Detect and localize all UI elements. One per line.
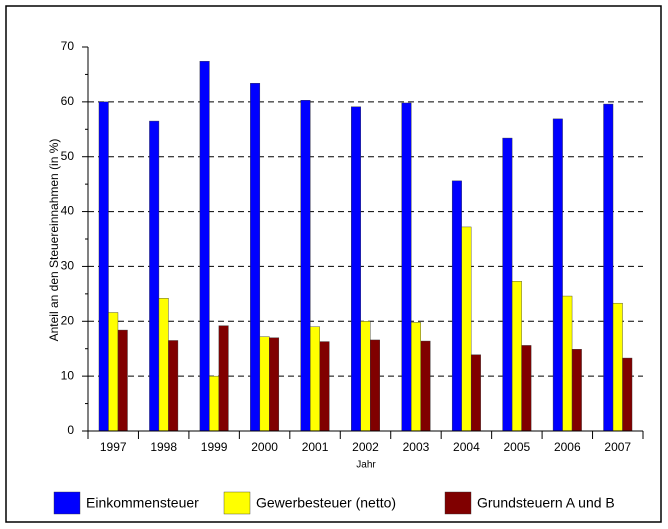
bar <box>521 345 532 432</box>
bar <box>310 326 320 432</box>
legend-label: Gewerbesteuer (netto) <box>256 495 396 511</box>
bar <box>451 180 462 432</box>
x-tick-label: 2002 <box>352 440 379 454</box>
y-tick-label: 20 <box>61 313 75 327</box>
bar <box>612 302 623 432</box>
y-tick-label: 30 <box>61 259 75 273</box>
legend-label: Einkommensteuer <box>86 495 199 511</box>
bar <box>158 298 169 432</box>
bar <box>552 118 563 432</box>
bar <box>562 295 573 432</box>
bar <box>461 226 472 432</box>
y-tick-label: 10 <box>61 368 75 382</box>
bar <box>117 329 128 432</box>
legend-swatch <box>223 491 251 515</box>
x-tick-label: 2003 <box>403 440 430 454</box>
bar <box>149 120 160 432</box>
bar <box>168 340 179 432</box>
y-tick-label: 40 <box>61 204 75 218</box>
bar <box>98 101 109 432</box>
bar <box>351 106 361 432</box>
bar <box>199 61 210 432</box>
x-tick-label: 2005 <box>504 440 531 454</box>
x-tick-label: 1998 <box>150 440 177 454</box>
y-tick-label: 70 <box>61 39 75 53</box>
x-tick-label: 1997 <box>100 440 127 454</box>
bar <box>470 354 481 432</box>
bar <box>319 341 330 432</box>
bar <box>502 137 513 432</box>
bar <box>411 322 421 432</box>
bar <box>401 102 412 432</box>
bar <box>108 312 119 432</box>
bar <box>269 337 280 432</box>
bar <box>420 340 431 432</box>
bar <box>360 321 371 432</box>
y-tick-label: 60 <box>61 94 75 108</box>
bar <box>571 349 582 432</box>
y-tick-label: 0 <box>67 423 74 437</box>
bar <box>511 281 522 432</box>
y-axis-title: Anteil an den Steuereinnahmen (in %) <box>47 139 61 342</box>
bar <box>603 103 614 432</box>
x-axis-title: Jahr <box>356 460 376 471</box>
legend-swatch <box>444 491 472 515</box>
bar <box>218 325 229 432</box>
frame <box>5 5 662 523</box>
legend-swatch <box>53 491 81 515</box>
x-tick-label: 1999 <box>201 440 228 454</box>
bar <box>259 336 270 432</box>
legend-label: Grundsteuern A und B <box>477 495 615 511</box>
x-tick-label: 2001 <box>302 440 329 454</box>
bar <box>622 357 633 432</box>
x-tick-label: 2004 <box>453 440 480 454</box>
bar <box>209 375 220 432</box>
bar <box>250 83 261 432</box>
x-tick-label: 2007 <box>604 440 631 454</box>
bar <box>370 339 380 432</box>
x-tick-label: 2006 <box>554 440 581 454</box>
x-tick-label: 2000 <box>251 440 278 454</box>
y-tick-label: 50 <box>61 149 75 163</box>
bar <box>300 100 311 432</box>
